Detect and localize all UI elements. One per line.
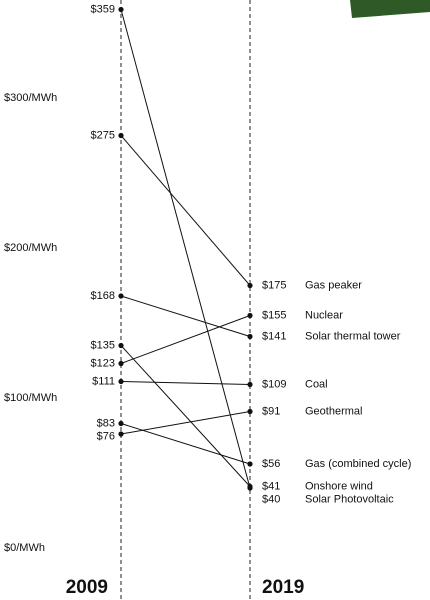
value-label: $123 (91, 357, 115, 369)
value-label: $141 (262, 330, 286, 342)
value-label: $175 (262, 279, 286, 291)
slope-line (120, 381, 251, 385)
corner-decoration (350, 0, 430, 18)
point (247, 381, 253, 388)
series-label: Gas (combined cycle) (305, 458, 411, 470)
value-label: $40 (262, 493, 280, 505)
point (247, 312, 253, 319)
series-label: Solar Photovoltaic (305, 493, 394, 505)
value-label: $111 (92, 375, 115, 387)
year-label: 2019 (262, 577, 304, 598)
value-label: $359 (91, 3, 115, 15)
value-label: $109 (262, 378, 286, 390)
point (118, 6, 124, 13)
point (247, 461, 253, 467)
value-label: $135 (91, 339, 115, 351)
value-label: $91 (262, 405, 280, 417)
value-label: $56 (262, 458, 280, 470)
series-label: Gas peaker (305, 279, 362, 291)
point (118, 342, 124, 349)
slope-line (120, 315, 251, 364)
slope-line (120, 295, 251, 337)
series-label: Solar thermal tower (305, 330, 401, 342)
value-label: $41 (262, 480, 280, 492)
slope-line (120, 423, 251, 465)
value-label: $155 (262, 309, 286, 321)
y-tick-label: $300/MWh (4, 92, 57, 104)
value-label: $76 (97, 430, 115, 442)
series-label: Onshore wind (305, 480, 373, 492)
point (118, 420, 124, 427)
value-label: $275 (91, 129, 115, 141)
y-tick-label: $200/MWh (4, 242, 57, 254)
slope-line (120, 135, 251, 286)
point (118, 360, 124, 367)
point (247, 485, 253, 491)
point (118, 132, 124, 139)
value-label: $83 (97, 417, 115, 429)
series-label: Coal (305, 378, 328, 390)
year-label: 2009 (66, 577, 108, 598)
value-label: $168 (91, 290, 115, 302)
slope-line (120, 9, 251, 489)
point (118, 293, 124, 299)
slope-line (120, 345, 251, 487)
series-label: Nuclear (305, 309, 343, 321)
point (247, 408, 253, 415)
series-label: Geothermal (305, 405, 362, 417)
y-tick-label: $100/MWh (4, 392, 57, 404)
point (247, 333, 253, 340)
point (118, 431, 124, 437)
point (118, 378, 124, 385)
point (247, 282, 253, 289)
y-tick-label: $0/MWh (4, 542, 45, 554)
